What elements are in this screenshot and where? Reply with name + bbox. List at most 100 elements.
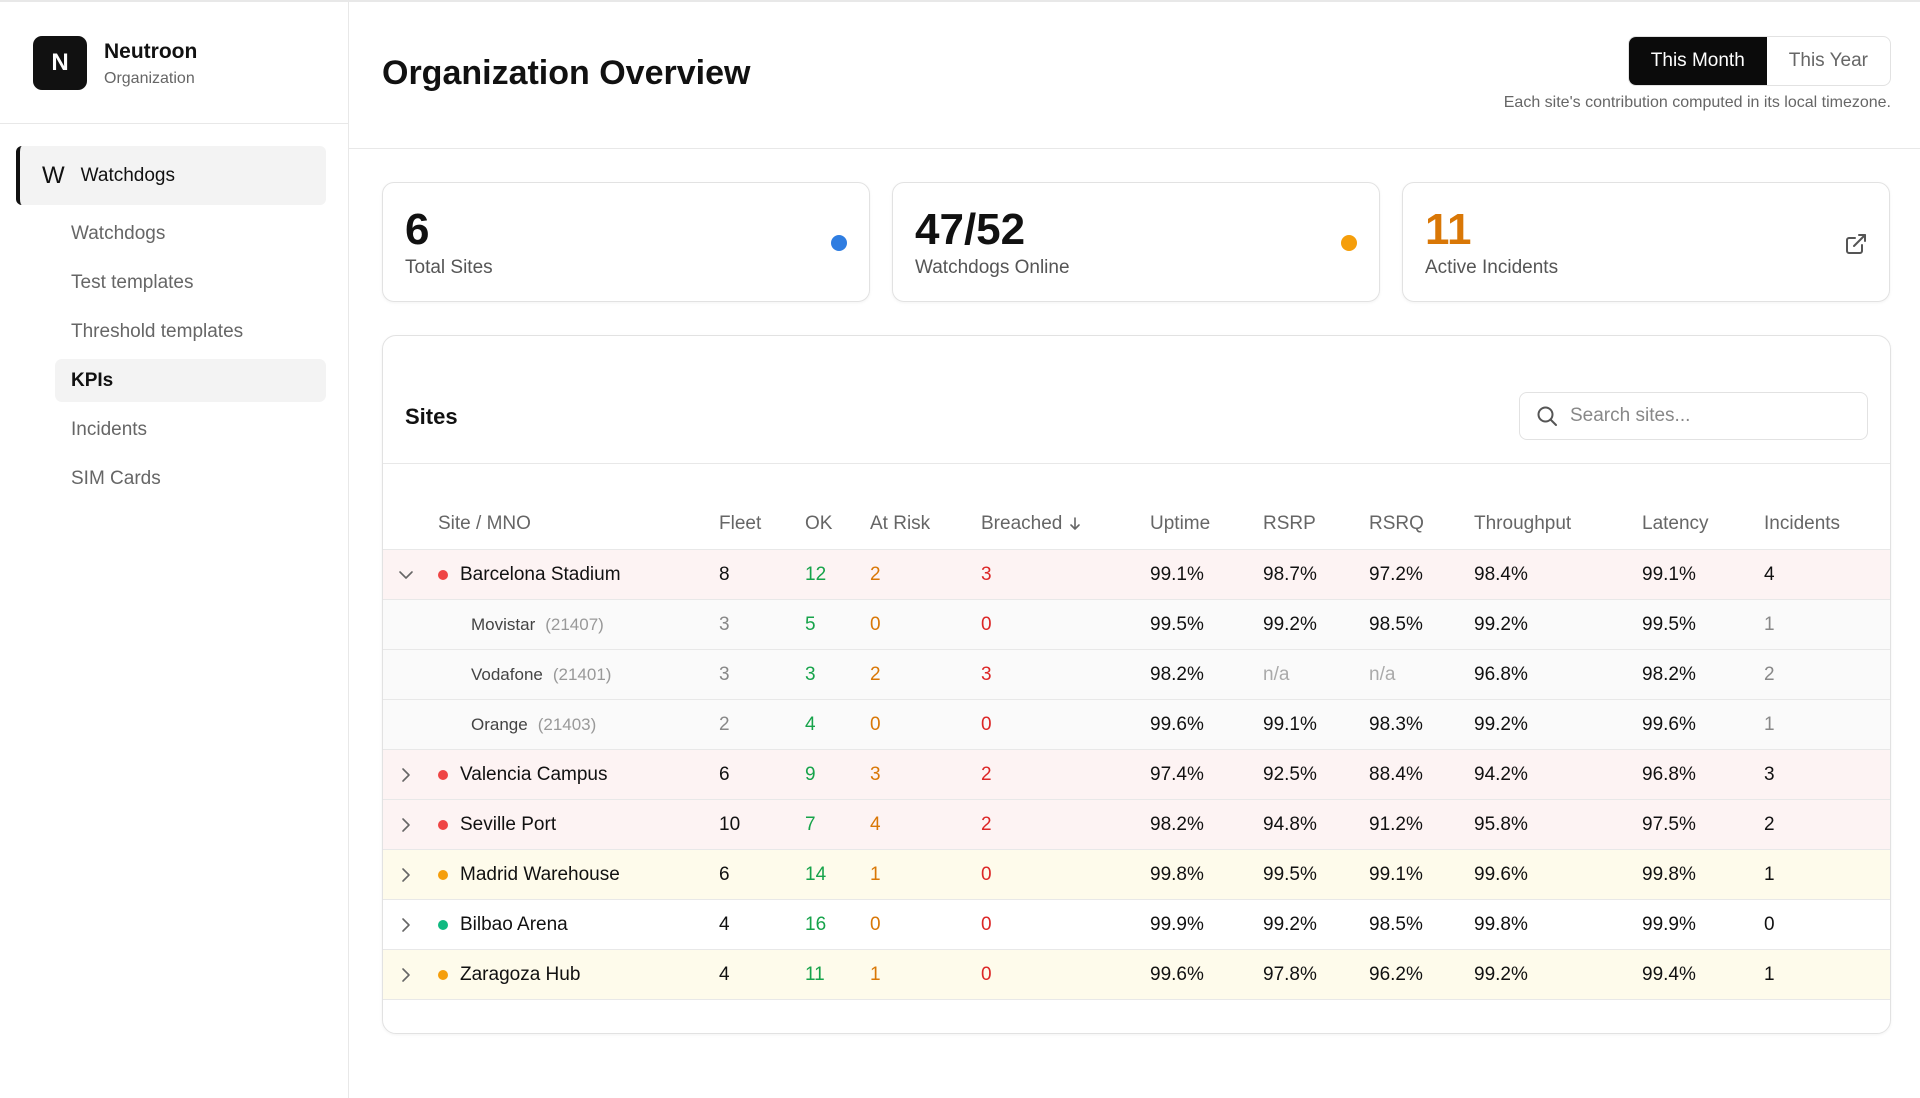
table-cell: 99.6%: [1474, 864, 1528, 885]
site-row[interactable]: Bilbao Arena 4 16 0 0 99.9% 99.2% 98.5% 99.8% 99.…: [383, 900, 1890, 950]
column-header[interactable]: Uptime: [1150, 499, 1210, 549]
table-cell: 99.1%: [1263, 714, 1317, 735]
column-header[interactable]: RSRP: [1263, 499, 1316, 549]
toggle-button[interactable]: This Year: [1788, 50, 1868, 71]
table-cell: 96.2%: [1369, 964, 1423, 985]
table-cell: 99.8%: [1642, 864, 1696, 885]
table-cell: 0: [870, 714, 881, 735]
nav-item[interactable]: Incidents: [71, 418, 148, 440]
nav-item[interactable]: KPIs: [55, 359, 326, 402]
table-cell: 3: [981, 564, 992, 585]
site-row[interactable]: Barcelona Stadium 8 12 2 3 99.1% 98.7% 97.2% 98.…: [383, 550, 1890, 600]
column-header[interactable]: Throughput: [1474, 499, 1571, 549]
search-icon: [1537, 406, 1557, 426]
table-cell: 1: [1764, 864, 1775, 885]
site-name: Zaragoza Hub: [460, 964, 581, 985]
table-cell: 1: [870, 864, 881, 885]
column-label: At Risk: [870, 513, 931, 534]
table-cell: 3: [805, 664, 816, 685]
site-name: Barcelona Stadium: [460, 564, 621, 585]
column-label: RSRP: [1263, 513, 1316, 534]
stat-value: 6: [405, 205, 430, 254]
column-header[interactable]: Site / MNO: [438, 499, 531, 549]
nav-item[interactable]: Threshold templates: [71, 320, 244, 342]
mno-row: Vodafone (21401) 3 3 2 3 98.2% n/a n/a 96.8% 98.2%…: [383, 650, 1890, 700]
table-cell: 98.2%: [1150, 664, 1204, 685]
table-cell: 2: [870, 564, 881, 585]
separator: [349, 148, 1920, 149]
table-cell: 99.2%: [1263, 914, 1317, 935]
table-cell: n/a: [1369, 664, 1396, 685]
table-cell: 99.5%: [1263, 864, 1317, 885]
table-cell: 99.2%: [1474, 614, 1528, 635]
column-header[interactable]: OK: [805, 499, 832, 549]
mno-row: Orange (21403) 2 4 0 0 99.6% 99.1% 98.3% 99.2% 99.…: [383, 700, 1890, 750]
table-cell: 11: [805, 964, 825, 985]
column-header[interactable]: Incidents: [1764, 499, 1840, 549]
nav-item[interactable]: Test templates: [71, 271, 194, 293]
table-cell: 96.8%: [1642, 764, 1696, 785]
status-dot: [438, 570, 448, 580]
column-header[interactable]: Latency: [1642, 499, 1709, 549]
table-cell: 98.7%: [1263, 564, 1317, 585]
table-cell: 2: [981, 764, 992, 785]
table-cell: 1: [1764, 614, 1775, 635]
column-label: Site / MNO: [438, 513, 531, 534]
table-cell: 99.5%: [1150, 614, 1204, 635]
column-header[interactable]: Breached: [981, 499, 1082, 549]
mno-code: (21407): [545, 615, 604, 634]
column-label: Uptime: [1150, 513, 1211, 534]
column-label: Breached: [981, 513, 1063, 534]
table-cell: 2: [1764, 664, 1775, 685]
table-cell: 91.2%: [1369, 814, 1423, 835]
nav-group[interactable]: W Watchdogs: [16, 146, 326, 205]
table-cell: 12: [805, 564, 827, 585]
table-cell: n/a: [1263, 664, 1290, 685]
site-row[interactable]: Valencia Campus 6 9 3 2 97.4% 92.5% 88.4% 94.2% 9…: [383, 750, 1890, 800]
stat-card[interactable]: 11 Active Incidents: [1402, 182, 1890, 302]
table-cell: 99.1%: [1369, 864, 1423, 885]
column-header[interactable]: At Risk: [870, 499, 930, 549]
site-row[interactable]: Zaragoza Hub 4 11 1 0 99.6% 97.8% 96.2% 99.2% 99.…: [383, 950, 1890, 1000]
table-cell: 97.2%: [1369, 564, 1423, 585]
sidebar: N Neutroon Organization W Watchdogs Watchdogs…: [0, 0, 349, 1098]
table-cell: 98.3%: [1369, 714, 1423, 735]
table-cell: 14: [805, 864, 827, 885]
column-label: OK: [805, 513, 833, 534]
column-label: RSRQ: [1369, 513, 1424, 534]
table-cell: 3: [870, 764, 881, 785]
search-box[interactable]: Search sites...: [1519, 392, 1868, 440]
nav-item[interactable]: Watchdogs: [71, 222, 166, 244]
main: Organization Overview This Month This Year…: [349, 0, 1920, 1098]
status-dot: [831, 235, 847, 251]
separator: [383, 463, 1890, 464]
column-header[interactable]: RSRQ: [1369, 499, 1424, 549]
sort-arrow: [1070, 517, 1081, 530]
table-cell: 99.9%: [1642, 914, 1696, 935]
mno-name: Movistar (21407): [471, 600, 604, 650]
status-dot: [438, 870, 448, 880]
nav-item[interactable]: SIM Cards: [71, 467, 161, 489]
table-cell: 99.6%: [1150, 964, 1204, 985]
table-cell: 0: [981, 914, 992, 935]
site-name: Seville Port: [460, 814, 557, 835]
expand-chevron: [399, 571, 413, 579]
table-cell: 10: [719, 814, 741, 835]
sites-card: Sites Search sites... Site / MNO Fleet OK At …: [382, 335, 1891, 1034]
table-cell: 2: [981, 814, 992, 835]
site-name: Bilbao Arena: [460, 914, 568, 935]
table-cell: 6: [719, 764, 730, 785]
table-cell: 99.2%: [1474, 714, 1528, 735]
mno-name: Vodafone (21401): [471, 650, 611, 700]
column-header[interactable]: Fleet: [719, 499, 761, 549]
table-cell: 99.4%: [1642, 964, 1696, 985]
site-row[interactable]: Madrid Warehouse 6 14 1 0 99.8% 99.5% 99.1% 99.6…: [383, 850, 1890, 900]
table-cell: 3: [719, 614, 730, 635]
table-cell: 0: [870, 914, 881, 935]
site-row[interactable]: Seville Port 10 7 4 2 98.2% 94.8% 91.2% 95.8% 97.…: [383, 800, 1890, 850]
table-cell: 98.2%: [1150, 814, 1204, 835]
stat-value: 11: [1425, 205, 1472, 254]
table-cell: 0: [981, 614, 992, 635]
table-cell: 99.2%: [1474, 964, 1528, 985]
toggle-button[interactable]: This Month: [1628, 37, 1767, 85]
